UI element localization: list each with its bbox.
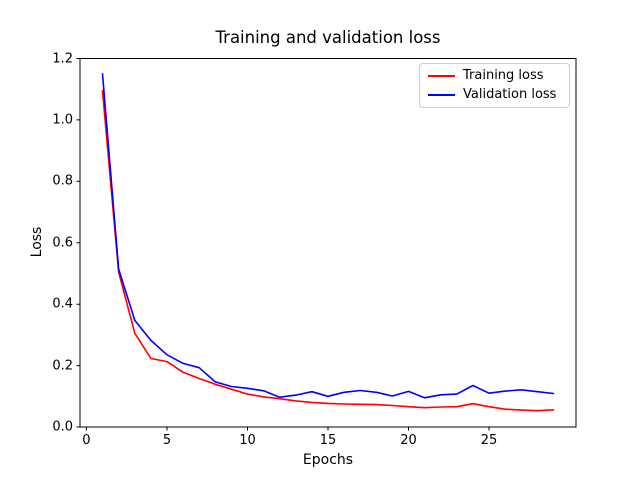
legend-label-validation: Validation loss <box>463 87 557 102</box>
validation-loss-line <box>101 73 555 399</box>
x-tick-label: 0 <box>82 433 91 448</box>
x-axis-label: Epochs <box>302 452 354 468</box>
x-tick-label: 5 <box>162 433 172 448</box>
legend-item-training: Training loss <box>428 68 561 84</box>
training-loss-line-swatch <box>428 75 455 77</box>
legend: Training loss Validation loss <box>419 63 570 108</box>
chart-title: Training and validation loss <box>215 28 441 47</box>
x-tick-label: 15 <box>319 433 337 448</box>
legend-label-training: Training loss <box>463 68 544 83</box>
validation-loss-line-swatch <box>428 94 455 96</box>
y-tick-label: 0.4 <box>52 296 73 312</box>
y-tick-label: 0.6 <box>52 235 73 251</box>
y-tick-label: 1.0 <box>52 112 73 128</box>
x-tick-label: 25 <box>480 433 498 448</box>
y-tick-label: 0.8 <box>52 173 73 189</box>
x-tick-label: 10 <box>239 433 256 448</box>
legend-item-validation: Validation loss <box>428 87 561 103</box>
axis-ticks <box>76 58 490 431</box>
plot-frame <box>79 58 577 428</box>
training-loss-line <box>101 89 555 412</box>
x-tick-label: 20 <box>400 433 417 448</box>
y-tick-label: 0.2 <box>52 358 73 374</box>
y-tick-label: 1.2 <box>52 51 73 66</box>
y-tick-label: 0.0 <box>52 419 73 435</box>
